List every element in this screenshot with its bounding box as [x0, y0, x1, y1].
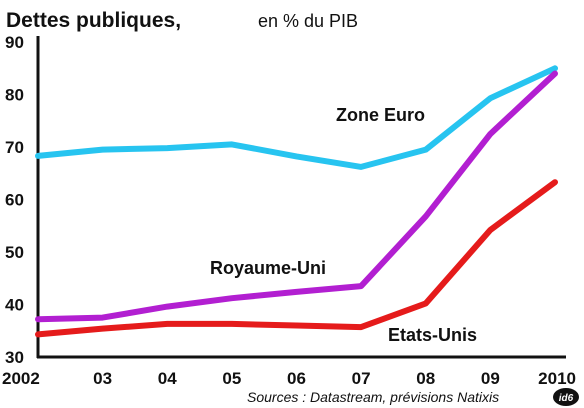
- series-lines: [35, 65, 558, 338]
- logo-text: id6: [559, 393, 574, 404]
- x-tick-label: 05: [222, 369, 241, 388]
- series-label-zone-euro: Zone Euro: [336, 105, 425, 125]
- x-tick-label: 2010: [538, 369, 576, 388]
- y-tick-label: 90: [5, 33, 24, 52]
- x-tick-label: 06: [287, 369, 306, 388]
- series-label-royaume-uni: Royaume-Uni: [210, 258, 326, 278]
- x-tick-label: 09: [481, 369, 500, 388]
- y-tick-label: 80: [5, 86, 24, 105]
- chart-subtitle: en % du PIB: [258, 11, 358, 31]
- x-tick-label: 07: [352, 369, 371, 388]
- y-tick-label: 40: [5, 296, 24, 315]
- chart-title: Dettes publiques,: [6, 9, 181, 32]
- y-tick-label: 50: [5, 243, 24, 262]
- x-tick-label: 2002: [2, 369, 40, 388]
- x-tick-label: 03: [93, 369, 112, 388]
- logo-badge: [553, 388, 579, 406]
- x-axis-ticks: 2002 03 04 05 06 07 08 09 2010: [2, 369, 576, 388]
- y-tick-label: 60: [5, 191, 24, 210]
- y-tick-label: 70: [5, 138, 24, 157]
- series-label-etats-unis: Etats-Unis: [388, 325, 477, 345]
- series-line-royaume-uni: [35, 70, 558, 323]
- x-tick-label: 08: [416, 369, 435, 388]
- source-note: Sources : Datastream, prévisions Natixis: [247, 389, 499, 405]
- y-axis-ticks: 30 40 50 60 70 80 90: [5, 33, 24, 367]
- series-line-etats-unis: [35, 179, 558, 338]
- x-tick-label: 04: [158, 369, 177, 388]
- y-tick-label: 30: [5, 348, 24, 367]
- publisher-logo: id6: [553, 388, 579, 406]
- series-line-zone-euro: [35, 65, 558, 170]
